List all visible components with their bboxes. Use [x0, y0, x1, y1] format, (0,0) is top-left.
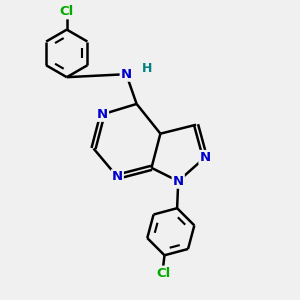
Text: H: H — [142, 62, 152, 75]
Text: N: N — [200, 151, 211, 164]
Text: N: N — [112, 170, 123, 183]
Text: Cl: Cl — [156, 267, 170, 280]
Text: N: N — [97, 108, 108, 121]
Text: Cl: Cl — [60, 5, 74, 18]
Text: N: N — [121, 68, 132, 81]
Text: N: N — [173, 175, 184, 188]
